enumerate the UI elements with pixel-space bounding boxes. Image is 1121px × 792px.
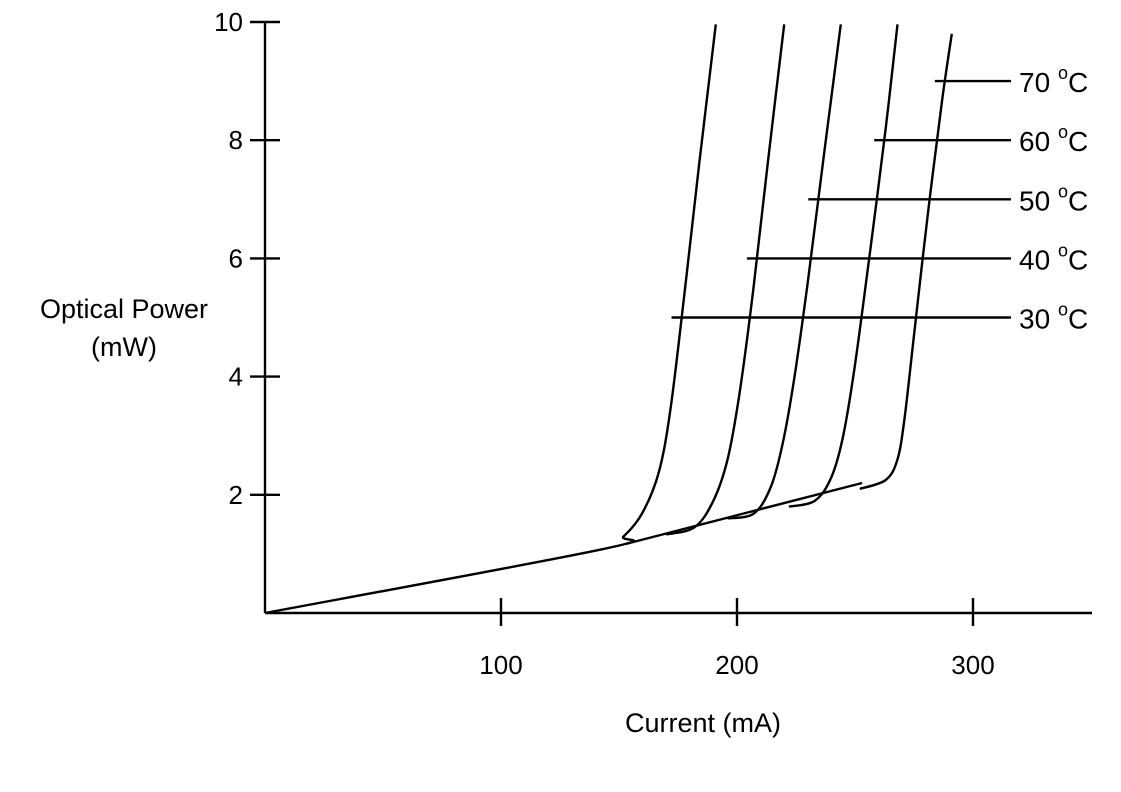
y-tick-label-4: 4 [229, 362, 243, 392]
x-axis-label: Current (mA) [625, 708, 781, 738]
y-tick-label-6: 6 [229, 243, 243, 273]
legend-label-value: 50 [1019, 185, 1058, 216]
y-tick-label-10: 10 [214, 7, 243, 37]
series-line-60c [788, 24, 899, 508]
series-line-40c [665, 24, 786, 536]
series-line-30c [264, 24, 717, 615]
legend-label-unit: C [1068, 244, 1088, 275]
legend-label-40c: 40 oC [1019, 240, 1088, 275]
legend-label-unit: C [1068, 126, 1088, 157]
degree-symbol: o [1058, 181, 1068, 201]
degree-symbol: o [1058, 122, 1068, 142]
x-tick-label-300: 300 [951, 650, 994, 680]
y-tick-label-2: 2 [229, 480, 243, 510]
degree-symbol: o [1058, 63, 1068, 83]
legend-label-30c: 30 oC [1019, 300, 1088, 335]
legend-label-value: 60 [1019, 126, 1058, 157]
legend-label-unit: C [1068, 185, 1088, 216]
x-tick-label-200: 200 [715, 650, 758, 680]
x-tick-label-100: 100 [479, 650, 522, 680]
legend-label-value: 70 [1019, 67, 1058, 98]
y-axis-label-line-2: (mW) [91, 332, 157, 362]
axes [263, 22, 1092, 615]
legend-label-70c: 70 oC [1019, 63, 1088, 98]
curves [264, 24, 953, 615]
series-line-70c [859, 33, 953, 491]
legend-label-60c: 60 oC [1019, 122, 1088, 157]
ticks: 100 200 300 2 4 6 8 10 [214, 7, 995, 680]
y-tick-label-8: 8 [229, 125, 243, 155]
threshold-line [625, 481, 863, 546]
legend-label-50c: 50 oC [1019, 181, 1088, 216]
degree-symbol: o [1058, 240, 1068, 260]
legend-label-value: 40 [1019, 244, 1058, 275]
legend-label-value: 30 [1019, 304, 1058, 335]
series-line-50c [727, 24, 842, 520]
legend-label-unit: C [1068, 304, 1088, 335]
legend-label-unit: C [1068, 67, 1088, 98]
degree-symbol: o [1058, 300, 1068, 320]
y-axis-label-line-1: Optical Power [40, 294, 208, 324]
